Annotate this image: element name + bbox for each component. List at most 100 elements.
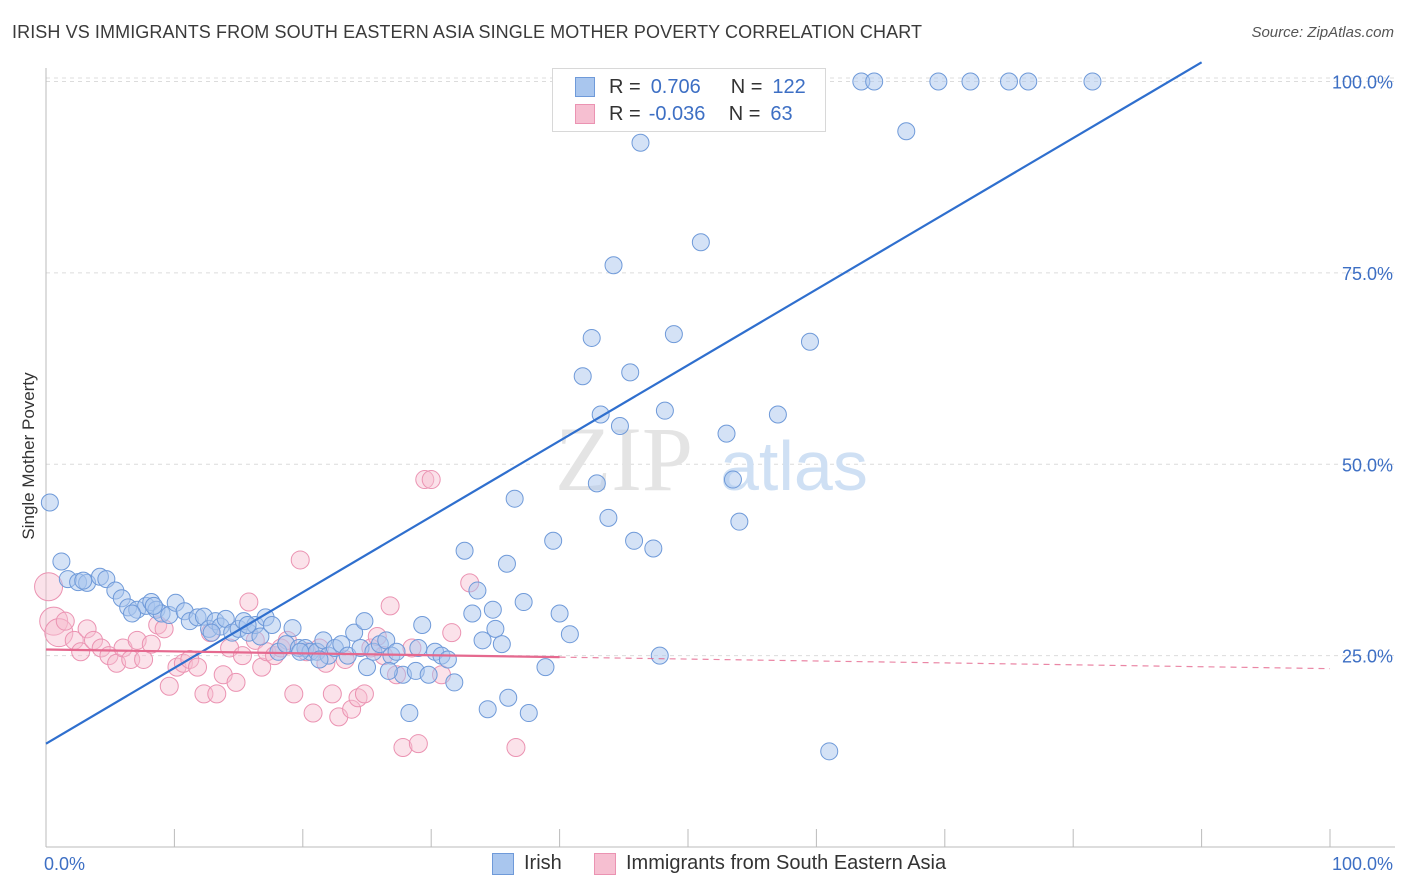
irish-point (358, 658, 376, 677)
irish-point (310, 650, 329, 669)
irish-point (123, 604, 142, 623)
irish-point (445, 673, 464, 692)
irish-point (379, 661, 398, 680)
irish-point (544, 531, 563, 550)
grid-lines (46, 77, 1395, 657)
sea-point (226, 672, 246, 692)
bottom-legend-label-irish: Irish (524, 852, 562, 874)
irish-point (800, 332, 819, 351)
irish-point (262, 616, 281, 635)
sea-point (141, 634, 161, 654)
irish-point (455, 541, 474, 560)
sea-point (354, 684, 374, 704)
irish-point (483, 600, 502, 619)
irish-point (621, 363, 640, 382)
irish-point (144, 596, 163, 615)
irish-point (251, 627, 270, 646)
sea-point (127, 630, 147, 650)
watermark-atlas: atlas (720, 427, 868, 505)
sea-trend-line (45, 648, 560, 659)
legend-r-label: R = (609, 102, 641, 125)
irish-point (387, 642, 406, 661)
irish-point (610, 416, 629, 435)
chart-title: IRISH VS IMMIGRANTS FROM SOUTH EASTERN A… (12, 22, 923, 42)
sea-point (380, 596, 400, 616)
y-tick-label: 25.0% (1342, 647, 1393, 667)
irish-point (463, 604, 482, 623)
tick-labels: 25.0% 50.0% 75.0% 100.0% 0.0% 100.0% (44, 73, 1393, 875)
x-tick-label: 100.0% (1332, 854, 1393, 874)
irish-point (519, 704, 538, 723)
irish-point (650, 646, 669, 665)
irish-point (355, 612, 374, 631)
irish-point (536, 658, 555, 677)
sea-point (159, 676, 179, 696)
irish-point (202, 623, 221, 642)
source-label: Source: ZipAtlas.com (1251, 24, 1394, 41)
irish-point (345, 623, 364, 642)
y-tick-label: 50.0% (1342, 455, 1393, 475)
irish-point (573, 367, 592, 386)
irish-point (768, 405, 787, 424)
irish-point (723, 470, 742, 489)
irish-point (409, 638, 428, 657)
irish-point (478, 700, 497, 719)
x-tick-label: 0.0% (44, 854, 85, 874)
irish-point (604, 256, 623, 275)
irish-point (419, 665, 438, 684)
sea-point (442, 623, 462, 643)
sea-point (284, 684, 304, 704)
sea-point (506, 737, 526, 757)
sea-point (415, 470, 435, 490)
sea-point (188, 657, 208, 677)
legend-r-sea: -0.036 (648, 102, 706, 125)
irish-point (599, 508, 618, 527)
sea-points (34, 470, 526, 757)
sea-trend-extension (559, 656, 1331, 670)
irish-point (644, 539, 663, 558)
irish-point (631, 133, 650, 152)
legend-box: R = 0.706 N = 122 R = -0.036 N = 63 (552, 68, 826, 132)
irish-point (1019, 72, 1038, 91)
y-axis-label: Single Mother Poverty (19, 372, 38, 540)
legend-n-label: N = (728, 102, 761, 125)
sea-point (207, 684, 227, 704)
irish-point (1083, 72, 1102, 91)
trend-lines (45, 61, 1331, 745)
irish-point (499, 688, 518, 707)
irish-point (514, 593, 533, 612)
sea-point (290, 550, 310, 570)
irish-point (691, 233, 710, 252)
sea-point (303, 703, 323, 723)
irish-point (74, 571, 93, 590)
legend-r-label: R = (609, 75, 641, 98)
axes (45, 68, 1395, 848)
irish-point (438, 650, 457, 669)
legend-row-sea: R = -0.036 N = 63 (575, 102, 793, 126)
watermark: ZIP atlas (555, 408, 868, 510)
irish-point (400, 704, 419, 723)
legend-n-sea: 63 (770, 102, 793, 125)
sea-point (39, 606, 69, 636)
bottom-legend-swatch-sea (594, 852, 616, 875)
legend-swatch-sea (575, 104, 595, 124)
irish-point (961, 72, 980, 91)
irish-point (929, 72, 948, 91)
sea-point (91, 638, 111, 658)
irish-point (587, 474, 606, 493)
irish-point (40, 493, 59, 512)
sea-point (322, 684, 342, 704)
irish-trend-line (45, 61, 1203, 745)
sea-point (55, 611, 75, 631)
legend-n-label: N = (730, 75, 763, 98)
irish-point (664, 325, 683, 344)
irish-point (582, 328, 601, 347)
sea-point (252, 657, 272, 677)
bottom-legend-label-sea: Immigrants from South Eastern Asia (626, 852, 947, 874)
sea-point (34, 572, 64, 602)
irish-point (486, 619, 505, 638)
bottom-legend-sea: Immigrants from South Eastern Asia (594, 852, 946, 875)
irish-point (291, 642, 310, 661)
irish-point (1000, 72, 1018, 91)
